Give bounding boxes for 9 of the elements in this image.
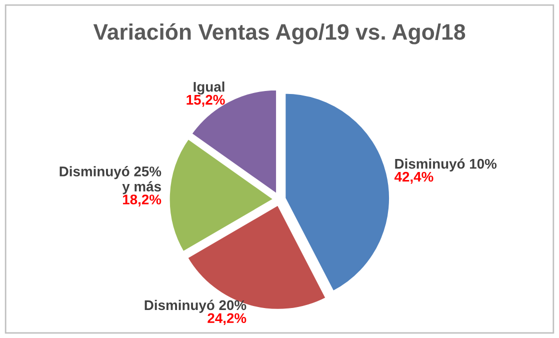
- data-label: 18,2%: [123, 194, 162, 206]
- data-label: 42,4%: [394, 172, 434, 184]
- slice-label: Disminuyó 10%: [395, 158, 497, 172]
- slice-label: Igual: [194, 82, 224, 95]
- slice-label: Disminuyó 20%: [144, 300, 246, 313]
- slice-label: Disminuyó 25% y más: [60, 166, 162, 194]
- data-label: 24,2%: [208, 313, 246, 326]
- chart-title: Variación Ventas Ago/19 vs. Ago/18: [93, 23, 466, 44]
- data-label: 15,2%: [186, 94, 225, 107]
